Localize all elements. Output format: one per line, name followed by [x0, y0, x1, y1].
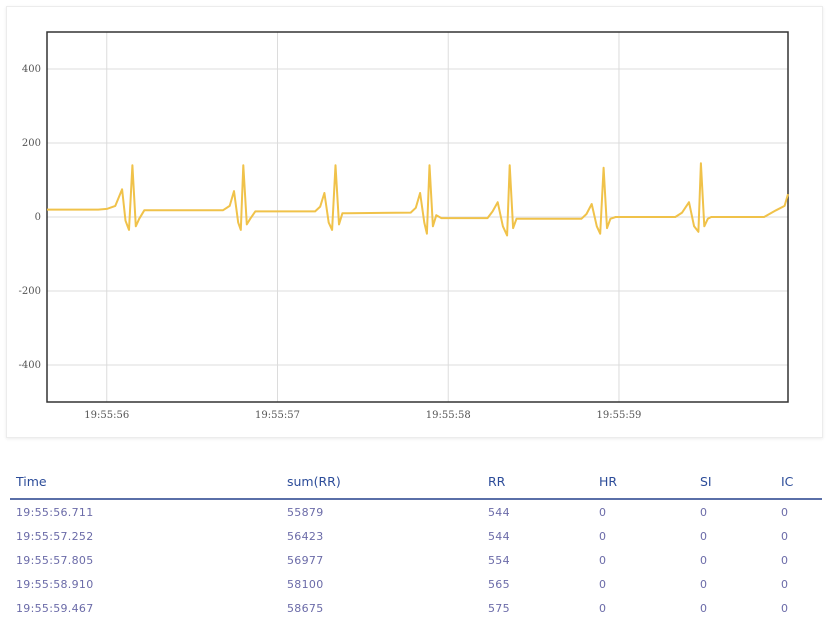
y-tick-label: -400: [19, 360, 41, 371]
cell-si: 0: [700, 577, 708, 591]
cell-si: 0: [700, 529, 708, 543]
cell-ic: 0: [781, 529, 789, 543]
cell-ic: 0: [781, 505, 789, 519]
column-header-sum-rr: sum(RR): [281, 468, 482, 500]
chart-card: [6, 6, 823, 438]
y-tick-label: -200: [19, 286, 41, 297]
x-tick-label: 19:55:57: [255, 410, 300, 421]
y-tick-label: 200: [22, 138, 41, 149]
cell-hr: 0: [599, 553, 607, 567]
cell-time: 19:55:58.910: [16, 577, 94, 591]
table-row: 19:55:56.711 55879 544 0 0 0: [10, 499, 822, 524]
x-tick-label: 19:55:58: [426, 410, 471, 421]
cell-time: 19:55:57.252: [16, 529, 94, 543]
series-line: [47, 162, 789, 237]
x-tick-label: 19:55:56: [84, 410, 129, 421]
column-header-hr: HR: [593, 468, 694, 500]
cell-si: 0: [700, 505, 708, 519]
cell-si: 0: [700, 553, 708, 567]
cell-sum-rr: 58675: [287, 601, 324, 615]
table-row: 19:55:58.910 58100 565 0 0 0: [10, 572, 822, 596]
table-row: 19:55:57.252 56423 544 0 0 0: [10, 524, 822, 548]
y-tick-label: 0: [35, 212, 41, 223]
cell-rr: 565: [488, 577, 510, 591]
column-header-si: SI: [694, 468, 775, 500]
cell-time: 19:55:56.711: [16, 505, 94, 519]
cell-hr: 0: [599, 505, 607, 519]
cell-time: 19:55:57.805: [16, 553, 94, 567]
y-tick-label: 400: [22, 64, 41, 75]
rr-table: Time sum(RR) RR HR SI IC 19:55:56.711 55…: [10, 468, 822, 620]
cell-ic: 0: [781, 553, 789, 567]
table-row: 19:55:57.805 56977 554 0 0 0: [10, 548, 822, 572]
cell-hr: 0: [599, 529, 607, 543]
cell-sum-rr: 55879: [287, 505, 324, 519]
cell-si: 0: [700, 601, 708, 615]
cell-ic: 0: [781, 577, 789, 591]
cell-sum-rr: 58100: [287, 577, 324, 591]
cell-rr: 544: [488, 529, 510, 543]
cell-hr: 0: [599, 601, 607, 615]
column-header-rr: RR: [482, 468, 593, 500]
cell-ic: 0: [781, 601, 789, 615]
table-row: 19:55:59.467 58675 575 0 0 0: [10, 596, 822, 620]
cell-sum-rr: 56423: [287, 529, 324, 543]
column-header-time: Time: [10, 468, 281, 500]
table-header-row: Time sum(RR) RR HR SI IC: [10, 468, 822, 500]
cell-rr: 575: [488, 601, 510, 615]
column-header-ic: IC: [775, 468, 822, 500]
cell-rr: 554: [488, 553, 510, 567]
cell-hr: 0: [599, 577, 607, 591]
cell-time: 19:55:59.467: [16, 601, 94, 615]
cell-rr: 544: [488, 505, 510, 519]
rr-chart: 400 200 0 -200 -400 19:55:56 19:55:57 19:55:58 1…: [19, 31, 789, 421]
x-tick-label: 19:55:59: [597, 410, 642, 421]
plot-frame: [46, 31, 789, 403]
cell-sum-rr: 56977: [287, 553, 324, 567]
